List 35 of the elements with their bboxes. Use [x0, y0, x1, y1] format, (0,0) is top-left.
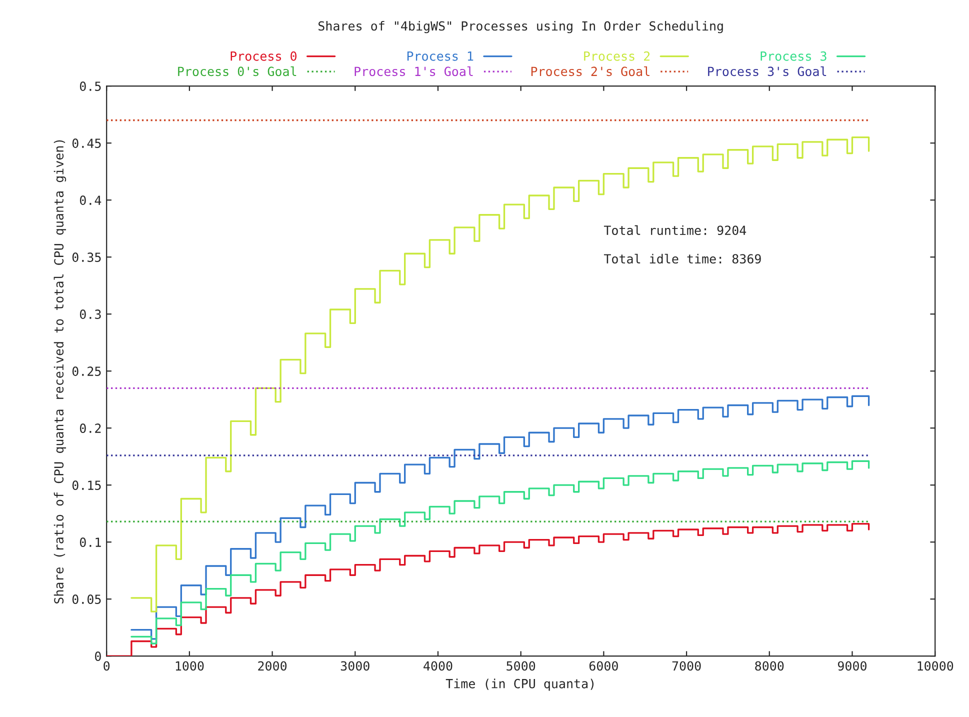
legend-label: Process 3's Goal — [708, 66, 826, 76]
y-tick-label: 0.35 — [72, 252, 101, 262]
legend-label: Process 1 — [407, 52, 474, 61]
x-tick-label: 8000 — [755, 661, 784, 671]
legend-label: Process 2's Goal — [531, 66, 650, 76]
x-axis-title: Time (in CPU quanta) — [446, 678, 594, 691]
y-tick-label: 0.1 — [80, 538, 101, 548]
y-tick-label: 0.2 — [80, 424, 101, 434]
x-tick-label: 5000 — [506, 661, 536, 671]
x-tick-label: 4000 — [424, 661, 452, 671]
legend-label: Process 3 — [760, 51, 826, 61]
y-tick-label: 0.05 — [72, 594, 101, 604]
x-tick-label: 6000 — [589, 661, 618, 671]
y-tick-label: 0.45 — [72, 138, 101, 148]
y-tick-label: 0.4 — [80, 196, 102, 206]
legend-label: Process 0 — [230, 51, 296, 61]
y-tick-label: 0.15 — [72, 480, 101, 490]
y-tick-label: 0.25 — [72, 366, 101, 376]
annotation: Total idle time: 8369 — [604, 254, 761, 264]
x-tick-label: 10000 — [918, 661, 954, 671]
x-tick-label: 1000 — [176, 661, 204, 671]
y-axis-title: Share (ratio of CPU quanta received to total CPU quanta given) — [54, 140, 66, 604]
legend-label: Process 2 — [584, 51, 650, 61]
x-tick-label: 3000 — [340, 661, 370, 671]
annotation: Total runtime: 9204 — [604, 225, 746, 236]
x-tick-label: 7000 — [672, 661, 701, 671]
y-tick-label: 0.3 — [80, 310, 101, 320]
x-tick-label: 2000 — [258, 661, 287, 671]
y-tick-label: 0.5 — [80, 82, 101, 91]
x-tick-label: 0 — [104, 661, 110, 671]
legend-label: Process 0's Goal — [178, 66, 296, 76]
legend-label: Process 1's Goal — [354, 66, 473, 76]
x-tick-label: 9000 — [838, 661, 866, 671]
y-tick-label: 0 — [95, 652, 101, 662]
chart-title: Shares of "4bigWS" Processes using In Order Scheduling — [318, 20, 723, 34]
